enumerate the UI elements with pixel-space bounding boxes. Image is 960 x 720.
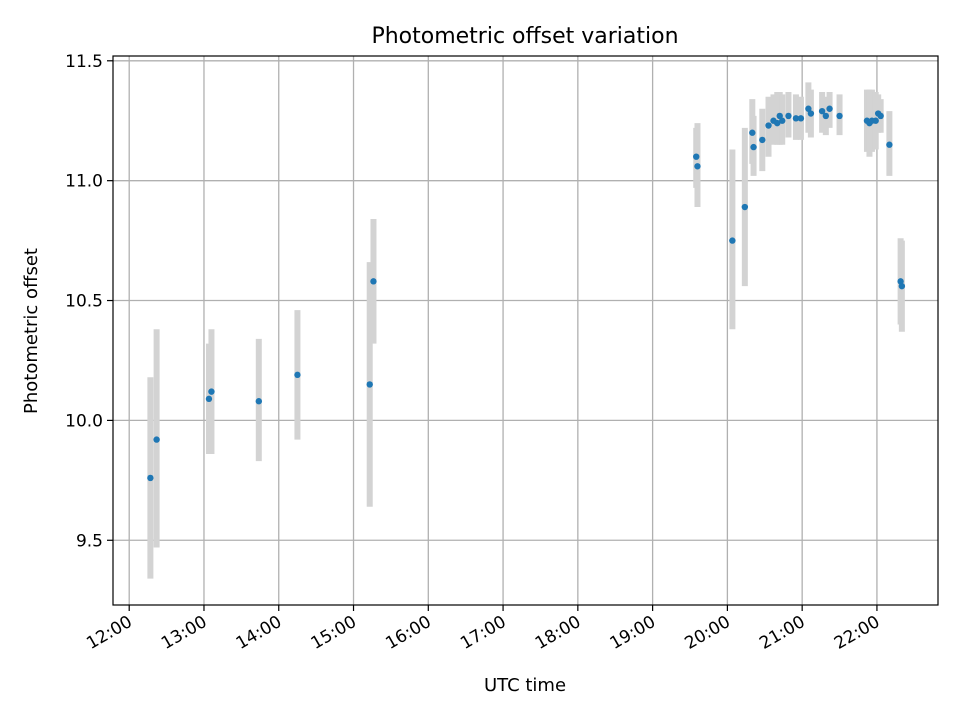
y-tick-label: 11.0 bbox=[65, 172, 103, 192]
data-point bbox=[694, 163, 701, 170]
data-point bbox=[208, 388, 215, 395]
data-point bbox=[897, 278, 904, 285]
y-axis-label: Photometric offset bbox=[21, 248, 42, 414]
data-point bbox=[805, 105, 812, 112]
data-point bbox=[749, 129, 756, 136]
data-point bbox=[729, 237, 736, 244]
data-point bbox=[792, 115, 800, 122]
data-point bbox=[898, 282, 906, 290]
data-point bbox=[693, 153, 700, 160]
data-point bbox=[818, 107, 826, 115]
data-point bbox=[370, 278, 377, 285]
y-tick-label: 9.5 bbox=[76, 531, 103, 551]
data-point bbox=[822, 112, 830, 120]
y-tick-label: 11.5 bbox=[65, 52, 103, 72]
chart-title: Photometric offset variation bbox=[371, 24, 678, 49]
data-point bbox=[205, 395, 213, 403]
data-point bbox=[741, 203, 749, 211]
data-point bbox=[886, 141, 893, 148]
y-tick-label: 10.5 bbox=[65, 292, 103, 312]
data-point bbox=[294, 371, 301, 379]
data-point bbox=[826, 105, 833, 112]
data-point bbox=[366, 381, 373, 388]
data-point bbox=[774, 119, 781, 127]
data-point bbox=[759, 136, 766, 144]
data-point bbox=[785, 112, 792, 120]
data-point bbox=[872, 117, 879, 124]
data-point bbox=[765, 122, 772, 129]
data-point bbox=[255, 398, 263, 405]
data-point bbox=[836, 112, 843, 120]
y-axis-ticks: 9.5 10.0 10.5 11.0 11.5 bbox=[65, 52, 113, 551]
data-point bbox=[779, 117, 786, 124]
plot-frame bbox=[112, 55, 939, 606]
data-points bbox=[147, 105, 906, 482]
data-point bbox=[776, 112, 783, 120]
data-point bbox=[877, 112, 884, 120]
data-point bbox=[147, 474, 154, 482]
data-point bbox=[797, 115, 805, 122]
data-point bbox=[750, 143, 757, 151]
data-point bbox=[153, 436, 160, 443]
data-point bbox=[807, 110, 815, 117]
x-axis-label: UTC time bbox=[484, 675, 566, 696]
y-tick-label: 10.0 bbox=[65, 411, 103, 431]
